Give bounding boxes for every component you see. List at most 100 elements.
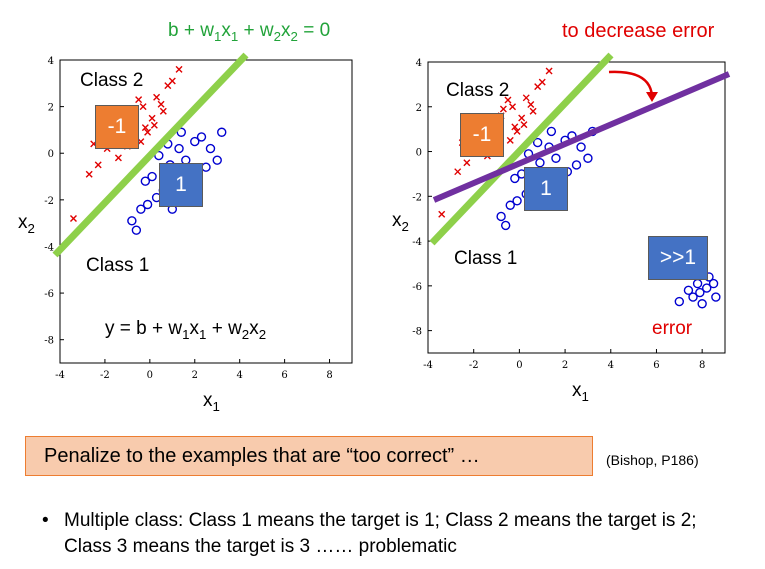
left-x-tick-label: -2 [100, 370, 110, 381]
right-class2-marker [438, 210, 446, 218]
right-class2-marker [527, 101, 535, 109]
right-class2-marker [454, 168, 462, 176]
left-class1-marker [154, 150, 164, 161]
bullet-symbol: • [42, 510, 49, 531]
left-class2-marker [175, 65, 183, 73]
right-class1-marker [683, 285, 694, 296]
left-class1-marker [147, 171, 157, 182]
decrease-error-title: to decrease error [562, 20, 715, 42]
left-class2-marker [139, 103, 147, 111]
right-class1-marker [551, 153, 561, 163]
error-label: error [652, 318, 693, 339]
right-class1-marker [708, 278, 719, 289]
right-class2-marker [499, 105, 507, 113]
left-class2-marker [141, 124, 149, 132]
right-class1-marker [702, 283, 712, 293]
right-class1-marker [571, 160, 582, 170]
right-y-tick-label: 0 [416, 148, 422, 159]
purple-boundary-line [432, 71, 731, 203]
right-x-tick-label: 0 [516, 360, 522, 371]
left-class2-marker [85, 170, 93, 178]
left-class1-marker [127, 216, 137, 226]
prediction-equation: y = b + w1x1 + w2x2 [105, 318, 267, 342]
left-x-tick-label: 6 [281, 370, 287, 381]
right-class1-marker [510, 173, 520, 184]
left-class2-marker [114, 154, 122, 162]
left-class1-marker [196, 132, 207, 142]
left-green-boundary-line [52, 52, 249, 258]
left-class2-marker [69, 214, 77, 222]
right-x-axis-label: x1 [572, 380, 589, 404]
right-class2-marker [506, 136, 514, 144]
left-class1-marker [136, 204, 146, 214]
left-class2-marker [153, 93, 161, 101]
right-class1-marker [674, 296, 685, 307]
right-y-tick-label: -2 [412, 192, 422, 203]
left-class2-marker [157, 100, 165, 108]
right-class2-marker [463, 159, 471, 167]
left-y-tick-label: 2 [48, 103, 54, 114]
right-plot-frame [427, 61, 726, 354]
right-y-tick-label: 2 [416, 103, 422, 114]
left-y-axis-label: x2 [18, 212, 35, 236]
right-class1-marker [496, 211, 506, 222]
right-class1-marker [688, 292, 698, 302]
left-y-tick-label: -4 [44, 242, 54, 253]
left-class1-marker [176, 127, 186, 137]
citation: (Bishop, P186) [606, 452, 699, 468]
left-class2-marker [94, 161, 102, 169]
right-class2-label: Class 2 [446, 80, 510, 101]
penalize-text: Penalize to the examples that are “too c… [44, 444, 480, 467]
left-class2-marker [148, 114, 156, 122]
right-x-tick-label: 6 [653, 360, 659, 371]
left-class1-marker [142, 199, 153, 210]
right-class2-marker [511, 123, 519, 131]
right-class1-marker [697, 299, 707, 309]
left-x-tick-label: 2 [192, 370, 198, 381]
left-plot-frame [59, 59, 353, 364]
right-x-tick-label: -2 [469, 360, 479, 371]
right-badge-neg: -1 [460, 113, 504, 157]
right-class1-marker [535, 158, 545, 168]
right-class2-marker [520, 121, 528, 129]
right-class2-marker [518, 114, 526, 122]
decision-boundary-equation: b + w1x1 + w2x2 = 0 [168, 20, 331, 44]
left-class1-marker [217, 127, 227, 137]
right-y-tick-label: -8 [412, 327, 422, 338]
left-class1-marker [205, 143, 216, 154]
right-class2-marker [522, 94, 530, 102]
right-class2-marker [529, 107, 537, 115]
left-y-tick-label: -8 [44, 336, 54, 347]
rotate-arrow-head [646, 92, 658, 102]
left-class2-marker [135, 96, 143, 104]
right-class1-marker [500, 220, 511, 231]
left-class2-marker [168, 77, 176, 85]
bullet-text: Multiple class: Class 1 means the target… [64, 510, 697, 557]
right-y-axis-label: x2 [392, 210, 409, 234]
rotate-arrow-curve [608, 70, 654, 97]
right-class1-marker [505, 200, 515, 210]
right-class1-marker [512, 196, 522, 206]
left-class1-marker [174, 143, 184, 154]
left-badge-neg: -1 [95, 105, 139, 149]
left-x-tick-label: 4 [237, 370, 243, 381]
right-green-boundary-line [429, 52, 614, 246]
right-class2-marker [545, 67, 553, 75]
right-class1-marker [583, 153, 593, 163]
right-class2-marker [504, 96, 512, 104]
left-badge-pos: 1 [159, 163, 203, 207]
right-badge-far: >>1 [648, 236, 708, 280]
right-x-tick-label: 4 [608, 360, 614, 371]
right-class2-marker [538, 78, 546, 86]
left-class1-marker [140, 176, 151, 186]
right-class2-marker [509, 103, 517, 111]
left-class1-marker [201, 162, 211, 172]
left-y-tick-label: 4 [48, 56, 54, 67]
left-class1-marker [212, 155, 222, 165]
left-x-axis-label: x1 [203, 390, 220, 414]
right-class1-marker [692, 278, 703, 289]
left-x-tick-label: 8 [326, 370, 332, 381]
right-class1-marker [576, 142, 586, 152]
left-class2-marker [144, 128, 152, 136]
left-class1-marker [190, 136, 200, 147]
